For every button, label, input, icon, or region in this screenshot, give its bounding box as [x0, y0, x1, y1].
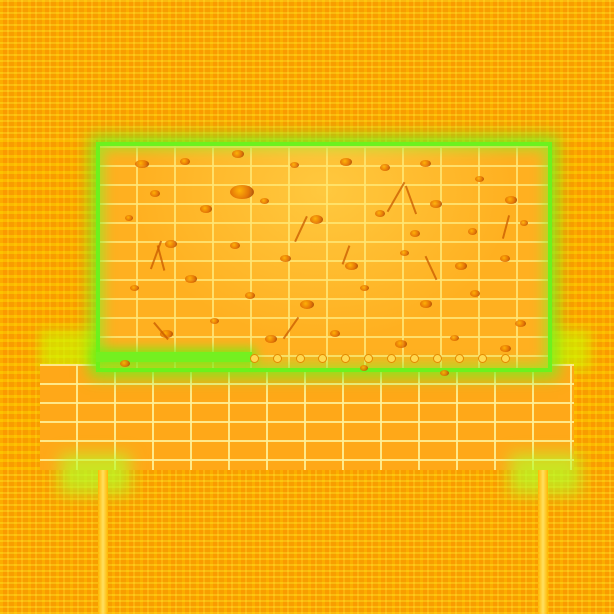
- rivet: [478, 353, 488, 363]
- splatter-icon: [260, 198, 269, 204]
- splatter-icon: [395, 340, 407, 348]
- rivet: [386, 353, 396, 363]
- splatter-icon: [420, 160, 431, 167]
- splatter-icon: [475, 176, 484, 182]
- splatter-icon: [360, 285, 369, 291]
- splatter-icon: [200, 205, 212, 213]
- splatter-icon: [430, 200, 442, 208]
- splatter-icon: [130, 285, 139, 291]
- rivet: [432, 353, 442, 363]
- splatter-icon: [150, 190, 160, 197]
- splatter-icon: [290, 162, 299, 168]
- splatter-icon: [330, 330, 340, 337]
- rivet: [250, 353, 259, 363]
- splatter-icon: [230, 185, 254, 199]
- splatter-icon: [230, 242, 240, 249]
- rivet: [272, 353, 282, 363]
- splatter-icon: [450, 335, 459, 341]
- splatter-icon: [500, 345, 511, 352]
- splatter-icon: [440, 370, 449, 376]
- splatter-icon: [135, 160, 149, 168]
- splatter-icon: [420, 300, 432, 308]
- splatter-icon: [400, 250, 409, 256]
- splatter-icon: [210, 318, 219, 324]
- rivet: [500, 353, 510, 363]
- splatter-icon: [515, 320, 526, 327]
- splatter-icon: [245, 292, 255, 299]
- splatter-icon: [455, 262, 467, 270]
- wall-ledge: [96, 352, 252, 362]
- splatter-icon: [470, 290, 480, 297]
- splatter-icon: [120, 360, 130, 367]
- splatter-icon: [185, 275, 197, 283]
- floor-glow-left: [60, 454, 130, 494]
- splatter-icon: [380, 164, 390, 171]
- splatter-icon: [360, 365, 368, 371]
- splatter-icon: [265, 335, 277, 343]
- splatter-icon: [310, 215, 323, 224]
- splatter-icon: [345, 262, 358, 270]
- background-top-band: [0, 0, 614, 140]
- rivet: [341, 353, 351, 363]
- splatter-icon: [180, 158, 190, 165]
- rivet: [295, 353, 305, 363]
- brick-wall-icon: [96, 142, 552, 372]
- splatter-icon: [280, 255, 291, 262]
- splatter-icon: [468, 228, 477, 235]
- splatter-icon: [125, 215, 133, 221]
- rivet: [455, 353, 465, 363]
- splatter-icon: [300, 300, 314, 309]
- rivet: [364, 353, 374, 363]
- splatter-icon: [165, 240, 177, 248]
- rivet: [318, 353, 328, 363]
- rivet: [409, 353, 419, 363]
- left-glow: [40, 330, 100, 370]
- splatter-icon: [520, 220, 528, 226]
- splatter-icon: [500, 255, 510, 262]
- splatter-icon: [375, 210, 385, 217]
- rivet-row: [250, 352, 510, 364]
- splatter-icon: [160, 330, 173, 338]
- wall-highlight: [100, 146, 548, 368]
- left-pillar: [98, 470, 108, 614]
- splatter-icon: [340, 158, 352, 166]
- splatter-icon: [505, 196, 517, 204]
- splatter-icon: [232, 150, 244, 158]
- splatter-icon: [410, 230, 420, 237]
- brick-floor: [40, 364, 574, 470]
- right-pillar: [538, 470, 548, 614]
